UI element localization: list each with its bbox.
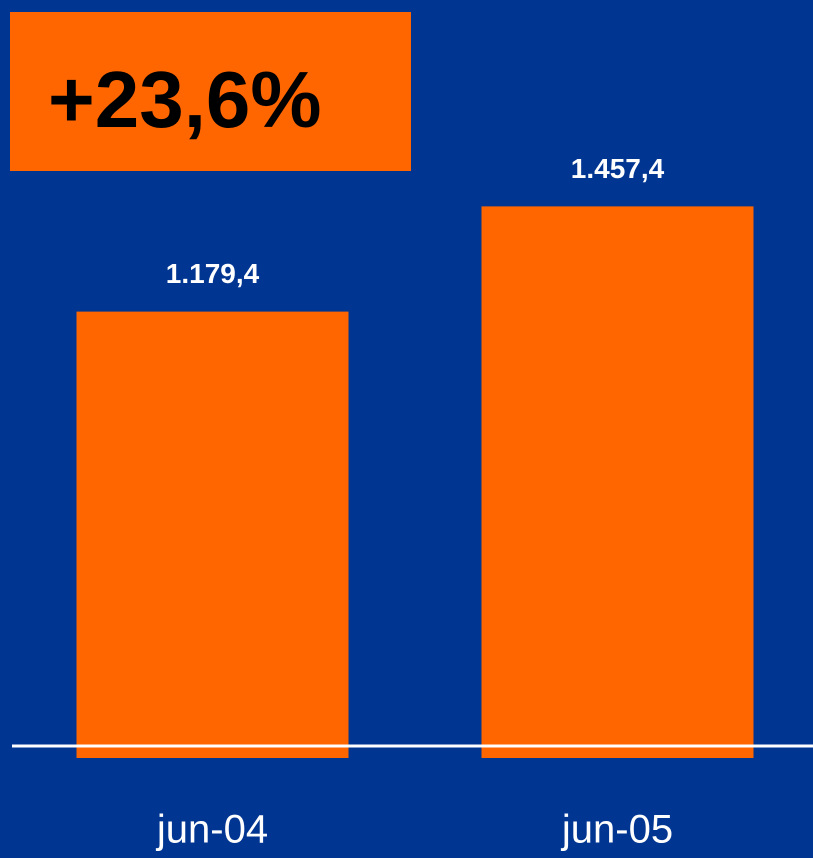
value-label: 1.179,4 (166, 258, 260, 289)
annotation: +23,6% (48, 55, 322, 144)
x-tick-label: jun-05 (561, 808, 673, 852)
x-tick-label: jun-04 (156, 808, 268, 852)
value-label: 1.457,4 (571, 153, 665, 184)
annotation-box (10, 12, 411, 171)
bar (481, 206, 754, 759)
bar (76, 311, 349, 758)
